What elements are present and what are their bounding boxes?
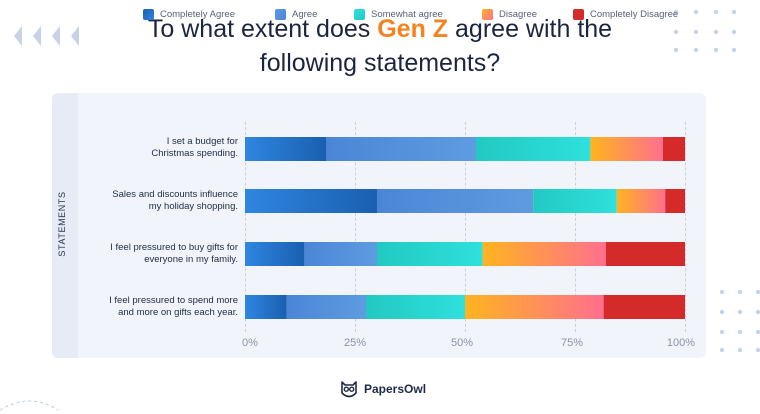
decorative-arrows-icon: [14, 26, 79, 46]
owl-icon: [341, 381, 357, 398]
legend-swatch: [143, 9, 154, 20]
legend-label: Agree: [292, 9, 318, 20]
bar-segment-completely-disagree-row-2: [665, 189, 685, 213]
bar-segment-completely-agree-row-2: [245, 189, 377, 213]
bar-segment-somewhat-agree-row-3: [377, 242, 483, 266]
title-highlight: Gen Z: [377, 15, 449, 43]
bar-segment-disagree-row-4: [465, 295, 604, 319]
bar-segment-disagree-row-1: [590, 137, 663, 161]
bar-segment-somewhat-agree-row-4: [366, 295, 465, 319]
category-label-spend-more: I feel pressured to spend more and more …: [80, 295, 238, 319]
bar-segment-agree-row-2: [377, 189, 534, 213]
legend-swatch: [354, 9, 365, 20]
category-line: I set a budget for: [166, 136, 238, 147]
brand-name: PapersOwl: [364, 382, 427, 396]
bar-segment-disagree-row-3: [482, 242, 606, 266]
gridline-100: [685, 122, 686, 332]
title-line-1: To what extent does Gen Z agree with the: [0, 12, 760, 46]
gridline-75: [575, 122, 576, 332]
bar-segment-completely-disagree-row-1: [663, 137, 685, 161]
legend-swatch: [573, 9, 584, 20]
bar-segment-somewhat-agree-row-1: [476, 137, 591, 161]
chart-title: To what extent does Gen Z agree with the…: [0, 12, 760, 80]
decorative-dots-top-right: [673, 9, 737, 53]
x-tick-label: 25%: [343, 337, 367, 349]
category-line: and more on gifts each year.: [118, 307, 238, 318]
gridline-50: [465, 122, 466, 332]
bar-segment-completely-disagree-row-3: [605, 242, 685, 266]
category-line: Sales and discounts influence: [112, 189, 238, 200]
bar-segment-completely-agree-row-4: [245, 295, 287, 319]
legend-swatch: [275, 9, 286, 20]
decorative-dots-bottom-right: [719, 289, 760, 353]
bar-segment-agree-row-1: [326, 137, 476, 161]
title-prefix: To what extent does: [147, 15, 371, 43]
bar-segment-agree-row-3: [304, 242, 377, 266]
title-suffix: agree with the: [455, 15, 613, 43]
x-tick-label: 0%: [242, 337, 258, 349]
bar-segment-agree-row-4: [286, 295, 366, 319]
decorative-arc: [0, 400, 59, 411]
category-line: Christmas spending.: [151, 148, 238, 159]
x-tick-label: 50%: [450, 337, 474, 349]
y-axis-strip: STATEMENTS: [52, 93, 78, 358]
gridline-0: [245, 122, 246, 332]
legend-label: Completely Disagree: [590, 9, 679, 20]
category-label-budget: I set a budget for Christmas spending.: [80, 136, 238, 160]
title-line-2: following statements?: [259, 49, 501, 77]
bar-segment-somewhat-agree-row-2: [533, 189, 617, 213]
legend-swatch: [482, 9, 493, 20]
bar-segment-disagree-row-2: [616, 189, 666, 213]
category-label-sales: Sales and discounts influence my holiday…: [80, 189, 238, 213]
bar-segment-completely-agree-row-1: [245, 137, 327, 161]
category-line: I feel pressured to buy gifts for: [110, 242, 238, 253]
category-label-gifts-family: I feel pressured to buy gifts for everyo…: [80, 242, 238, 266]
category-line: everyone in my family.: [144, 254, 238, 265]
x-tick-label: 75%: [560, 337, 584, 349]
legend-label: Completely Agree: [160, 9, 235, 20]
category-line: my holiday shopping.: [148, 201, 238, 212]
legend-label: Somewhat agree: [371, 9, 443, 20]
bar-segment-completely-disagree-row-4: [603, 295, 685, 319]
category-line: I feel pressured to spend more: [109, 295, 238, 306]
legend-label: Disagree: [499, 9, 538, 20]
gridline-25: [355, 122, 356, 332]
bar-segment-completely-agree-row-3: [245, 242, 305, 266]
x-tick-label: 100%: [666, 337, 696, 349]
